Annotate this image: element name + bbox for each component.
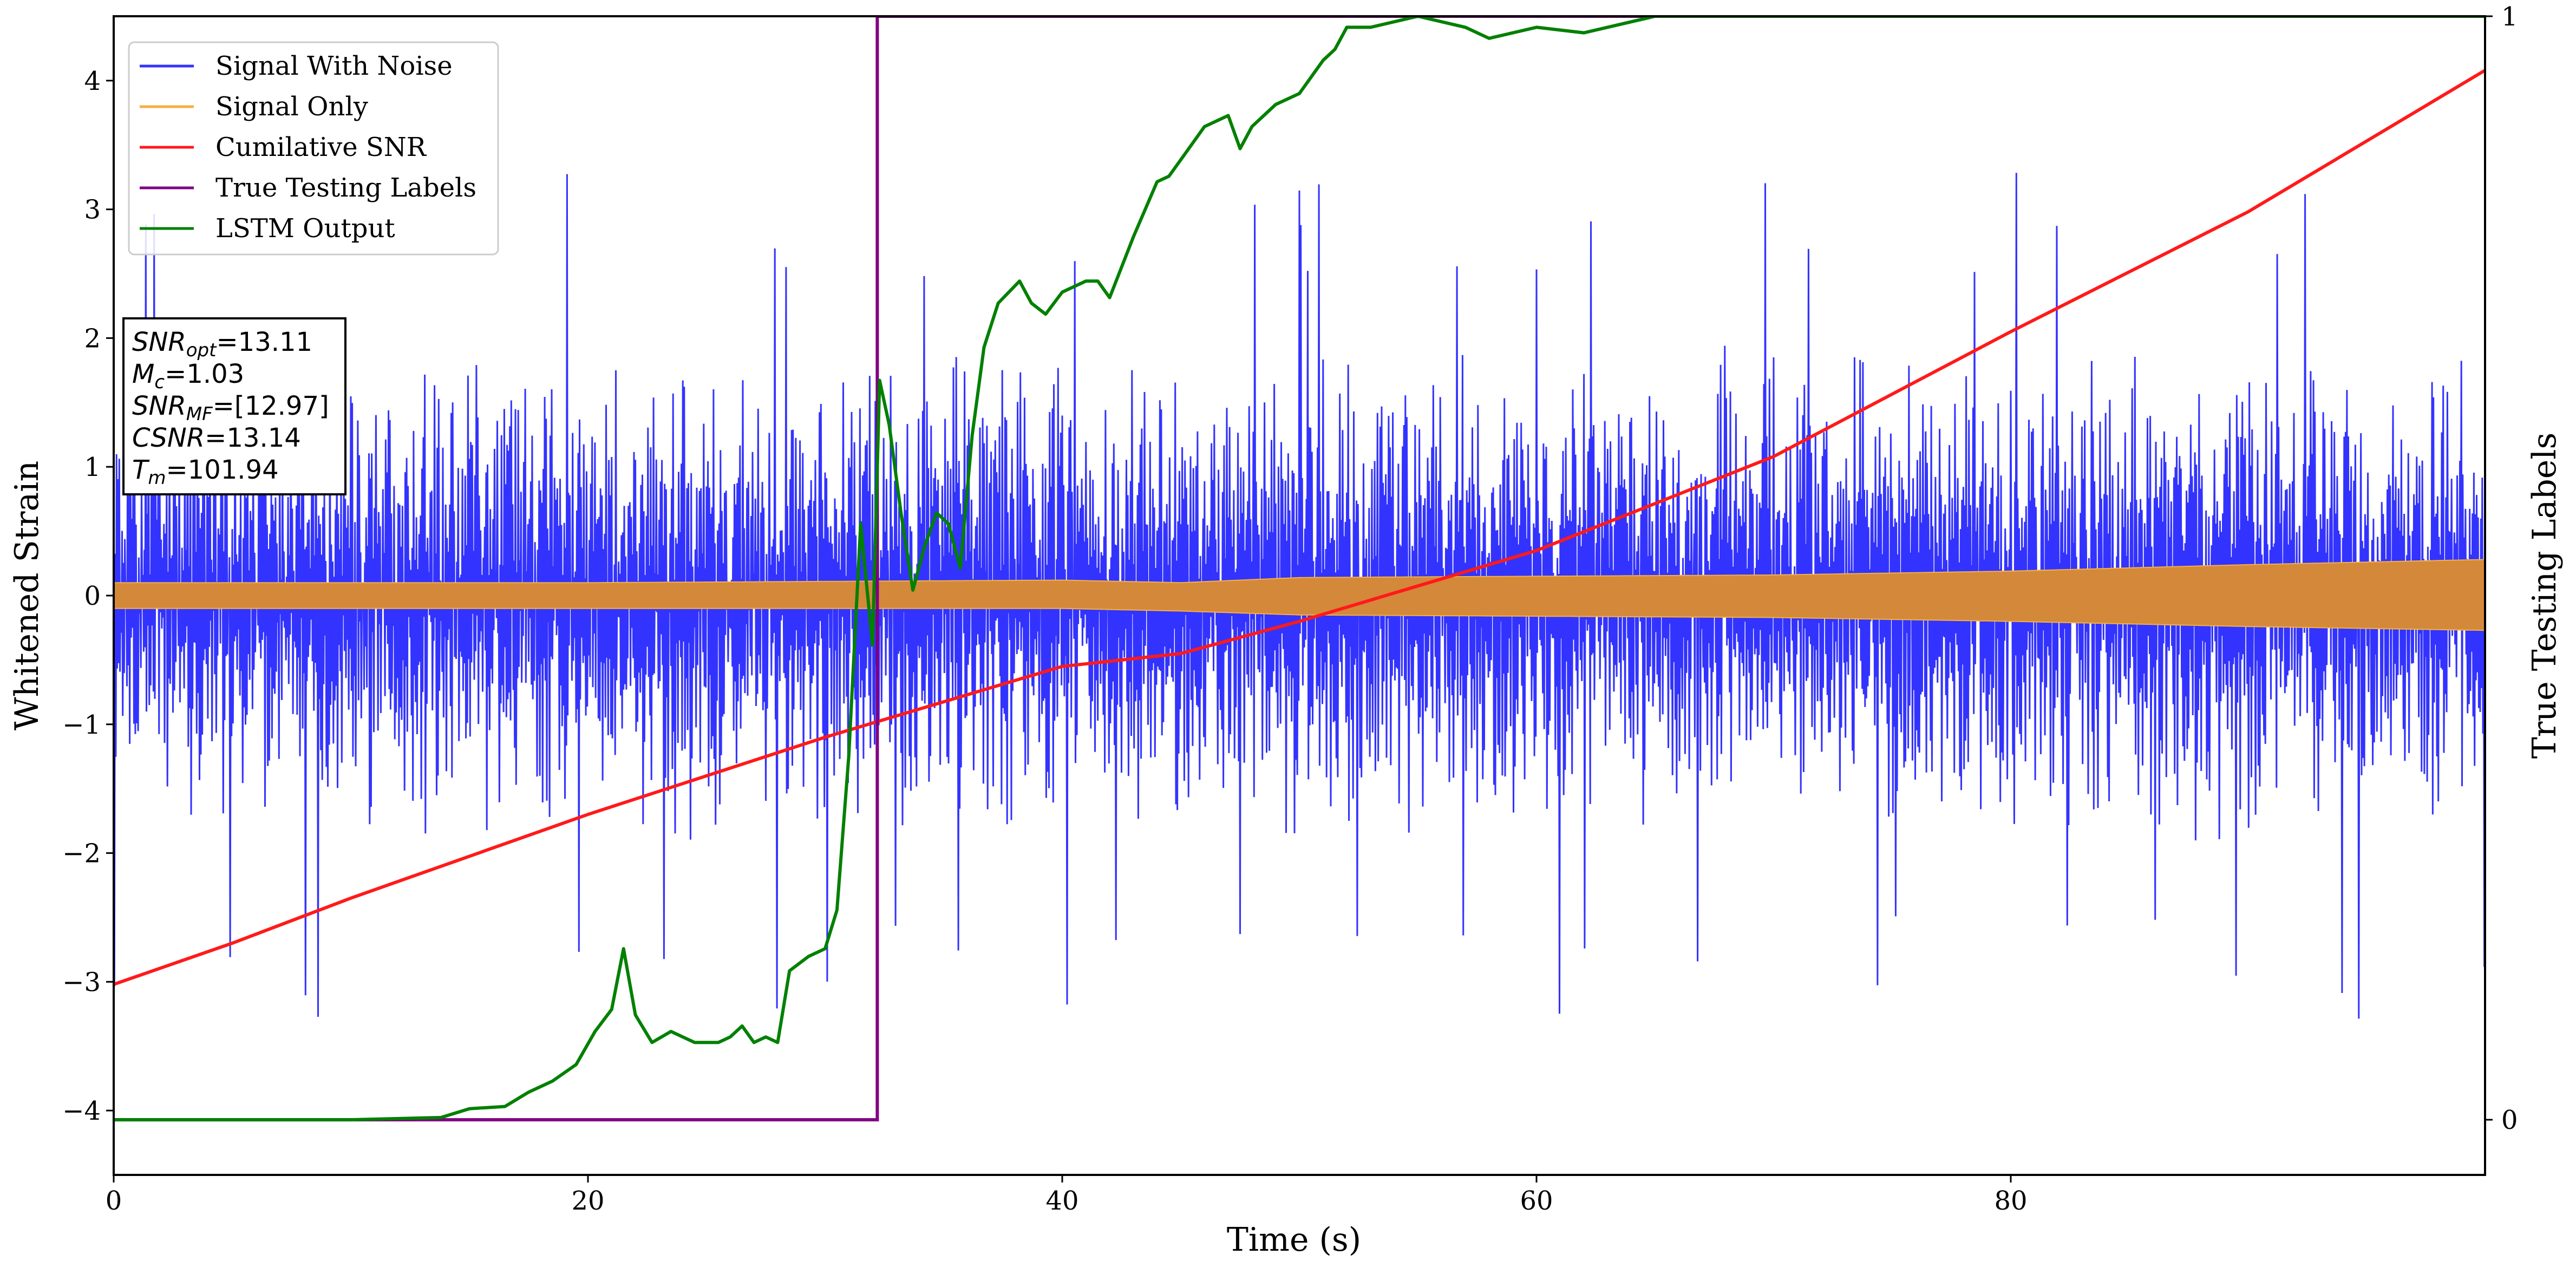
y-tick-label--3: −3 — [62, 967, 101, 997]
plot-area — [114, 16, 2485, 1122]
annotation-merger-time: Tm=101.94 — [132, 455, 279, 489]
x-tick-label-60: 60 — [1520, 1186, 1553, 1216]
y2-tick-label-0: 0 — [2501, 1105, 2518, 1135]
annotation-snr-mf: SNRMF=[12.97] — [132, 391, 329, 425]
y-tick-label-1: 1 — [84, 452, 101, 482]
legend-label-true-testing-labels: True Testing Labels — [215, 173, 476, 203]
legend-label-lstm-output: LSTM Output — [215, 213, 395, 244]
annotation-frame — [122, 317, 346, 495]
legend: Signal With Noise Signal Only Cumilative… — [128, 41, 499, 256]
annotation-chirp-mass: Mc=1.03 — [132, 359, 244, 393]
y-tick-label-0: 0 — [84, 581, 101, 611]
y-tick-label--2: −2 — [62, 839, 101, 869]
annotation-csnr: CSNR=13.14 — [132, 423, 301, 453]
y-tick-label-4: 4 — [84, 66, 101, 96]
y-tick-label-2: 2 — [84, 323, 101, 354]
series-cumulative-snr — [114, 69, 2485, 986]
x-tick-label-0: 0 — [106, 1186, 122, 1216]
y2-axis-title: True Testing Labels — [2526, 433, 2564, 759]
annotation-snr-opt: SNRopt=13.11 — [132, 327, 312, 361]
y-tick-label--1: −1 — [62, 710, 101, 740]
x-tick-label-40: 40 — [1045, 1186, 1078, 1216]
y2-tick-label-1: 1 — [2501, 2, 2518, 32]
x-axis-title: Time (s) — [1227, 1221, 1361, 1259]
series-true-testing-labels — [114, 16, 2485, 1122]
series-signal-only — [114, 559, 2485, 631]
legend-label-cumulative-snr: Cumilative SNR — [215, 132, 427, 162]
series-lstm-output — [114, 16, 2485, 1122]
x-tick-label-80: 80 — [1994, 1186, 2027, 1216]
x-tick-label-20: 20 — [571, 1186, 604, 1216]
legend-label-signal-with-noise: Signal With Noise — [215, 51, 453, 81]
legend-label-signal-only: Signal Only — [215, 92, 368, 122]
y-tick-label-3: 3 — [84, 195, 101, 225]
legend-box — [128, 41, 499, 256]
y-axis-title: Whitened Strain — [8, 461, 46, 730]
y-tick-label--4: −4 — [62, 1096, 101, 1126]
annotation-box: SNRopt=13.11 Mc=1.03 SNRMF=[12.97] CSNR=… — [122, 317, 346, 495]
